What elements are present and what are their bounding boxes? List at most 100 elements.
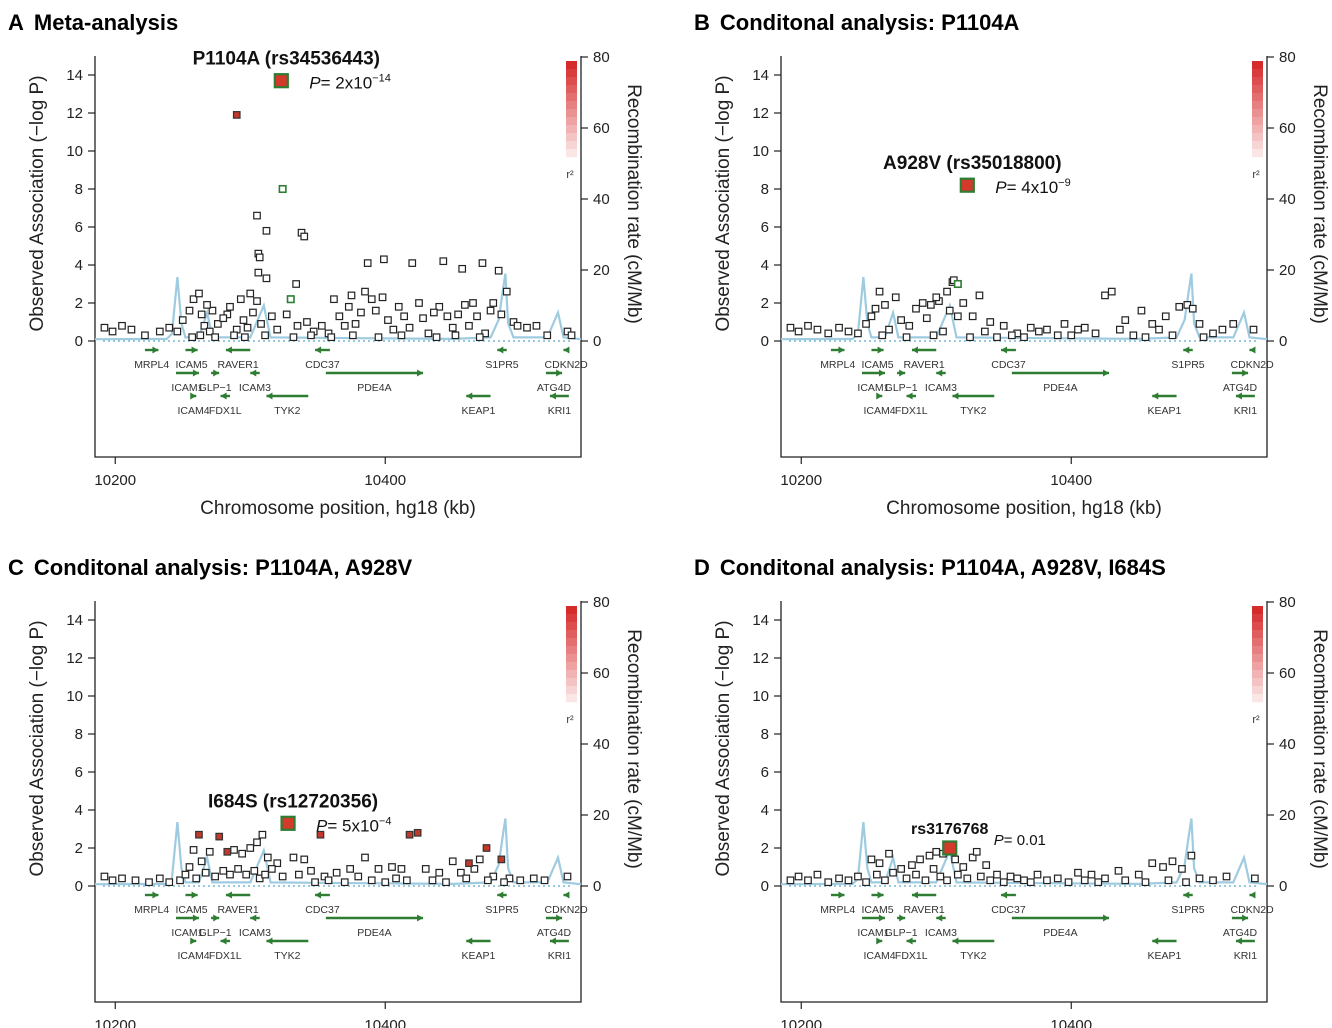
snp-point bbox=[253, 297, 261, 305]
r2-label: r² bbox=[1252, 714, 1260, 726]
snp-point bbox=[295, 870, 303, 879]
gene-label: ICAM1 bbox=[857, 382, 889, 394]
snp-point bbox=[176, 876, 184, 885]
snp-point bbox=[397, 331, 406, 340]
r2-color-step bbox=[566, 630, 577, 639]
r2-color-step bbox=[1252, 85, 1263, 94]
lead-snp-label: A928V (rs35018800) bbox=[883, 153, 1062, 174]
snp-point bbox=[268, 865, 276, 873]
snp-point bbox=[349, 331, 357, 340]
snp-point bbox=[986, 318, 995, 326]
snp-point-red bbox=[482, 844, 491, 852]
pvalue-value: = 4x10 bbox=[1007, 178, 1059, 197]
snp-point bbox=[854, 329, 862, 338]
snp-point bbox=[532, 321, 541, 330]
lead-snp-point bbox=[280, 815, 296, 831]
snp-point bbox=[428, 876, 437, 885]
snp-point bbox=[469, 299, 477, 307]
y-tick-label: 2 bbox=[75, 840, 83, 857]
gene-arrow bbox=[911, 891, 918, 899]
snp-point bbox=[185, 863, 194, 871]
r2-label: r² bbox=[566, 714, 574, 726]
gene-arrow bbox=[838, 346, 845, 354]
snp-point bbox=[188, 333, 197, 342]
snp-point bbox=[332, 868, 341, 877]
snp-point bbox=[1218, 325, 1227, 334]
snp-point bbox=[918, 299, 927, 307]
gene-arrow bbox=[192, 914, 199, 922]
snp-point-red bbox=[497, 855, 506, 864]
gene-label: ICAM4 bbox=[864, 950, 896, 962]
gene-label: CDC37 bbox=[991, 904, 1026, 916]
pvalue-p: P bbox=[995, 178, 1007, 197]
gene-arrow bbox=[878, 914, 885, 922]
y2-tick-label: 0 bbox=[593, 333, 601, 350]
snp-point bbox=[1006, 872, 1015, 881]
gene-arrow bbox=[556, 914, 563, 922]
snp-point bbox=[282, 310, 291, 319]
snp-point bbox=[993, 333, 1001, 342]
snp-point bbox=[1168, 857, 1177, 866]
lead-pvalue: P= 2x10−14 bbox=[309, 73, 391, 93]
gene-label: ATG4D bbox=[1223, 382, 1258, 394]
gene-label: KRI1 bbox=[1234, 405, 1258, 417]
r2-color-step bbox=[1252, 133, 1263, 142]
gene-arrow bbox=[250, 914, 257, 922]
y2-tick-label: 60 bbox=[593, 120, 610, 137]
snp-point bbox=[165, 323, 174, 332]
gene-label: KEAP1 bbox=[1147, 405, 1181, 417]
snp-point bbox=[253, 211, 261, 220]
gene-arrow bbox=[549, 392, 556, 400]
y2-axis-label: Recombination rate (cM/Mb) bbox=[1309, 84, 1330, 324]
snp-point bbox=[258, 830, 267, 839]
gene-arrow bbox=[1249, 891, 1256, 899]
panel-b: B Conditonal analysis: P1104A 0 2 4 6 8 10 12 14 0… bbox=[694, 10, 1330, 519]
r2-color-step bbox=[1252, 606, 1263, 615]
snp-point bbox=[1074, 325, 1082, 334]
panel-title: B Conditonal analysis: P1104A bbox=[694, 10, 1020, 35]
snp-point bbox=[234, 865, 242, 873]
gene-label: KEAP1 bbox=[461, 405, 495, 417]
gene-arrow bbox=[250, 369, 257, 377]
gene-label: PDE4A bbox=[357, 927, 391, 939]
snp-point bbox=[968, 312, 977, 321]
snp-point bbox=[131, 876, 140, 885]
snp-point bbox=[208, 306, 217, 315]
gene-label: PDE4A bbox=[357, 382, 391, 394]
snp-point bbox=[1043, 325, 1051, 334]
x-tick-label: 10400 bbox=[1050, 472, 1092, 489]
snp-point bbox=[786, 323, 795, 332]
gene-arrow bbox=[876, 392, 883, 400]
pvalue-p: P bbox=[309, 74, 321, 93]
gene-arrow bbox=[877, 891, 884, 899]
gene-arrow bbox=[878, 369, 885, 377]
y-tick-label: 14 bbox=[66, 612, 83, 629]
snp-point bbox=[1148, 859, 1157, 868]
snp-point bbox=[563, 872, 572, 881]
snp-point bbox=[500, 878, 508, 887]
snp-point bbox=[543, 331, 552, 340]
snp-point-red bbox=[223, 847, 232, 856]
snp-point bbox=[363, 259, 372, 267]
snp-point bbox=[972, 847, 981, 856]
r2-color-step bbox=[1252, 141, 1263, 150]
snp-point bbox=[278, 872, 287, 881]
snp-point bbox=[458, 264, 467, 273]
snp-point bbox=[1080, 876, 1089, 885]
snp-point bbox=[945, 306, 954, 315]
gene-arrow bbox=[556, 369, 563, 377]
snp-point bbox=[1199, 333, 1208, 342]
y-tick-label: 0 bbox=[75, 878, 83, 895]
x-axis-label: Chromosome position, hg18 (kb) bbox=[886, 498, 1162, 519]
snp-point bbox=[1164, 876, 1173, 885]
snp-point bbox=[1064, 878, 1073, 887]
gene-arrow bbox=[315, 346, 322, 354]
snp-point bbox=[862, 320, 870, 328]
snp-point bbox=[415, 299, 423, 307]
gene-arrow bbox=[1152, 392, 1159, 400]
snp-point bbox=[361, 287, 369, 296]
y-tick-label: 10 bbox=[66, 143, 83, 160]
y-tick-label: 10 bbox=[752, 143, 769, 160]
snp-point bbox=[254, 268, 263, 277]
gene-label: FDX1L bbox=[209, 405, 242, 417]
